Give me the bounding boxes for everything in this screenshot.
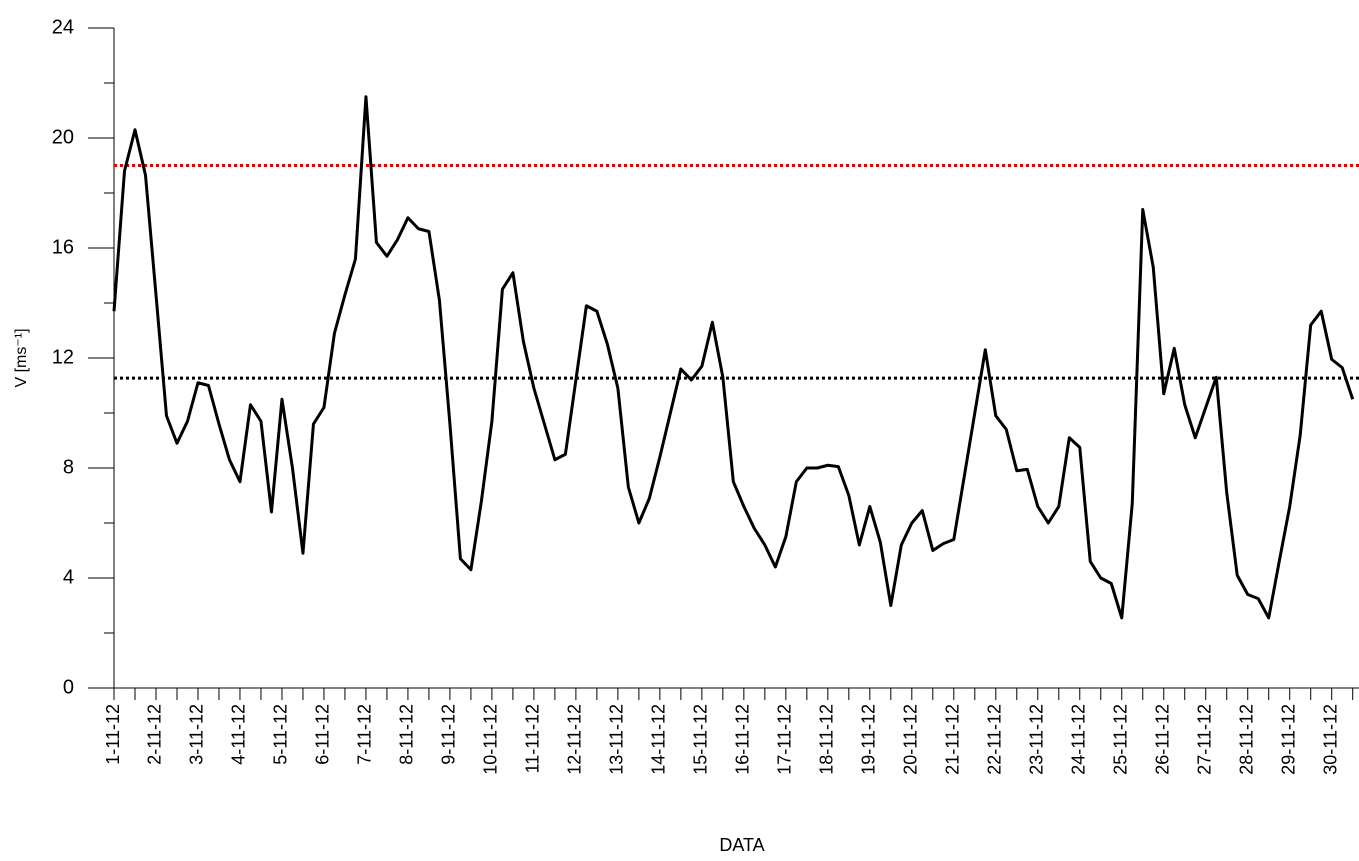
x-tick-label: 25-11-12 [1111,704,1131,775]
x-tick-label: 3-11-12 [187,704,207,765]
x-tick-label: 12-11-12 [565,704,585,775]
x-axis-label: DATA [719,835,764,855]
y-tick-label: 0 [63,676,74,698]
y-tick-label: 20 [52,126,74,148]
x-tick-label: 22-11-12 [985,704,1005,775]
x-tick-label: 27-11-12 [1194,704,1214,775]
y-tick-label: 24 [52,16,74,38]
x-tick-label: 16-11-12 [733,704,753,775]
y-tick-label: 12 [52,346,74,368]
y-tick-label: 4 [63,566,74,588]
x-tick-label: 19-11-12 [859,704,879,775]
data-line [112,95,1355,620]
x-tick-label: 7-11-12 [355,704,375,765]
x-tick-label: 10-11-12 [481,704,501,775]
x-tick-label: 21-11-12 [943,704,963,775]
x-tick-label: 6-11-12 [313,704,333,765]
x-tick-label: 26-11-12 [1152,704,1172,775]
y-axis-label: V [ms⁻¹] [13,328,30,387]
x-tick-label: 28-11-12 [1236,704,1256,775]
x-tick-label: 15-11-12 [691,704,711,775]
x-tick-label: 17-11-12 [775,704,795,775]
x-tick-label: 11-11-12 [523,704,543,773]
x-tick-label: 20-11-12 [901,704,921,775]
x-tick-label: 13-11-12 [607,704,627,775]
x-tick-label: 23-11-12 [1027,704,1047,775]
x-tick-label: 9-11-12 [439,704,459,765]
x-tick-label: 4-11-12 [229,704,249,765]
x-tick-label: 14-11-12 [649,704,669,775]
y-tick-label: 16 [52,236,74,258]
x-tick-label: 18-11-12 [817,704,837,775]
x-tick-label: 8-11-12 [397,704,417,765]
y-tick-label: 8 [63,456,74,478]
x-tick-label: 5-11-12 [271,704,291,765]
x-tick-label: 29-11-12 [1278,704,1298,775]
x-tick-label: 2-11-12 [145,704,165,765]
x-tick-label: 30-11-12 [1320,704,1340,775]
x-tick-label: 1-11-12 [103,704,123,765]
x-tick-label: 24-11-12 [1069,704,1089,775]
